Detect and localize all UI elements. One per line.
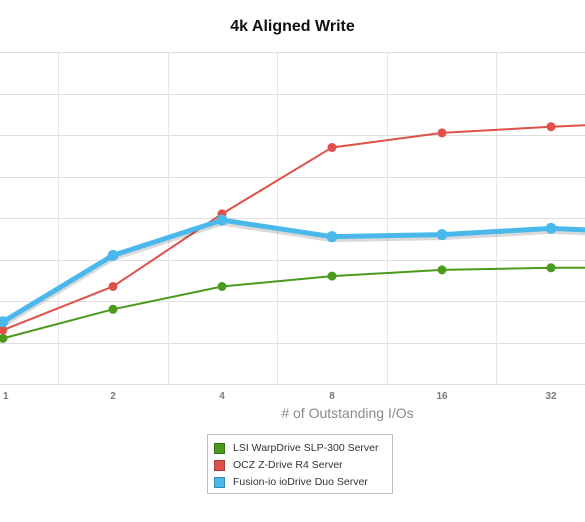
x-tick-labels: 1 2 4 8 16 32 [3, 391, 557, 402]
series-0 [0, 263, 585, 343]
x-tick-label: 32 [545, 391, 557, 402]
x-tick-label: 4 [219, 391, 225, 402]
data-point [216, 214, 228, 226]
legend-item: LSI WarpDrive SLP-300 Server [214, 440, 386, 456]
series-1 [0, 122, 585, 335]
x-tick-label: 1 [3, 391, 9, 402]
data-point [326, 231, 338, 243]
data-point [0, 325, 8, 335]
x-tick-label: 2 [110, 391, 116, 402]
data-point [327, 271, 337, 281]
data-point [107, 249, 119, 261]
legend-swatch [214, 459, 225, 471]
data-point [217, 281, 227, 291]
data-point [0, 333, 8, 343]
data-point [545, 222, 557, 234]
series-line [2, 266, 585, 340]
grid [0, 52, 585, 385]
data-point [437, 128, 447, 138]
data-point [108, 304, 118, 314]
legend-label: LSI WarpDrive SLP-300 Server [233, 442, 379, 454]
legend-swatch [214, 476, 225, 488]
data-point [546, 122, 556, 132]
legend: LSI WarpDrive SLP-300 Server OCZ Z-Drive … [207, 434, 393, 494]
series-line-shadow [1, 220, 585, 327]
data-point [108, 281, 118, 291]
legend-label: Fusion-io ioDrive Duo Server [233, 476, 368, 488]
data-point [546, 263, 556, 273]
legend-swatch [214, 442, 225, 454]
series-lines [0, 122, 585, 343]
series-2 [0, 214, 585, 328]
x-tick-label: 16 [436, 391, 448, 402]
legend-item: OCZ Z-Drive R4 Server [214, 457, 386, 473]
legend-item: Fusion-io ioDrive Duo Server [214, 474, 386, 490]
series-line [2, 124, 585, 331]
data-point [327, 142, 337, 152]
x-tick-label: 8 [329, 391, 335, 402]
chart-title: 4k Aligned Write [230, 18, 355, 35]
data-point [0, 316, 9, 328]
legend-label: OCZ Z-Drive R4 Server [233, 459, 343, 471]
data-point [437, 265, 447, 275]
data-point [436, 229, 448, 241]
x-axis-label: # of Outstanding I/Os [281, 405, 414, 421]
